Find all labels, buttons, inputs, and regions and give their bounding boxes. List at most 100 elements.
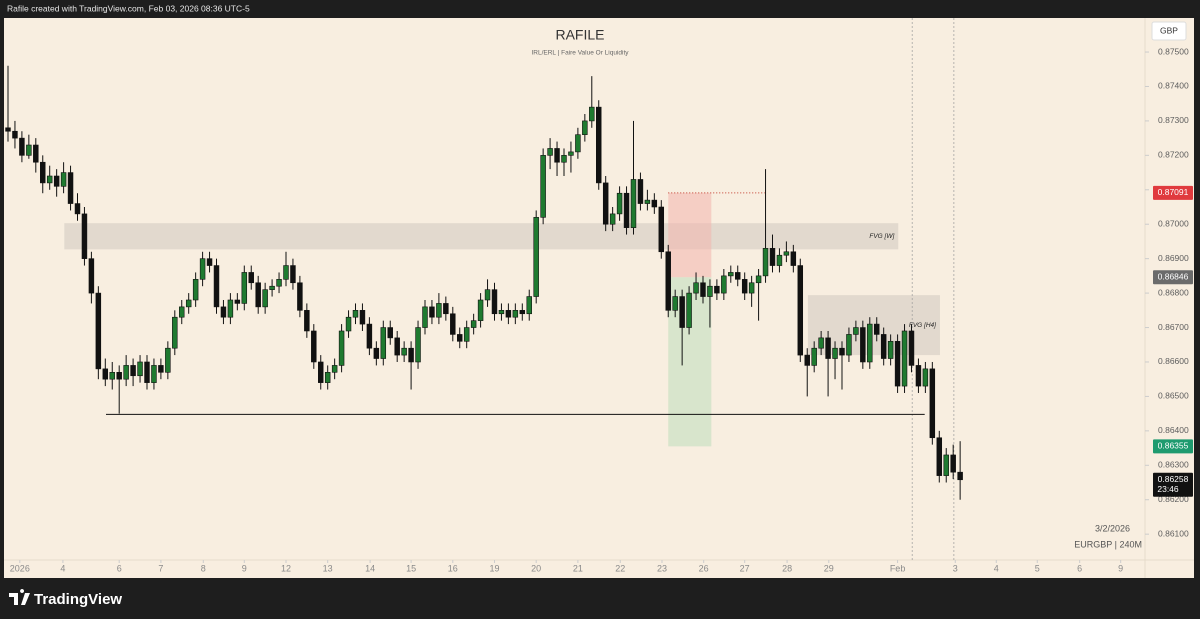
candle-body [533,217,539,297]
candle-body [248,272,254,284]
candle-body [352,310,359,318]
candle-body [373,347,380,359]
brand-logo [9,589,30,605]
x-tick-label: 12 [281,563,291,573]
candle-body [582,120,588,135]
candle-body [832,347,838,359]
candle-body [811,347,817,366]
candle-body [741,279,748,294]
candle-body [53,175,60,187]
candle-body [422,306,428,328]
y-tick-label: 0.86400 [1158,425,1189,435]
candle-body [88,258,95,294]
chart-title: RAFILE [555,27,604,43]
candle-body [762,248,769,277]
y-tick-label: 0.87500 [1158,46,1189,56]
candle-body [338,330,345,366]
candle-body [867,323,873,363]
candle-body [387,327,393,339]
x-tick-label: 4 [994,563,999,573]
candle-body [206,258,213,266]
candle-body [5,127,11,132]
x-tick-label: 16 [448,563,458,573]
candle-body [19,137,25,156]
target-price-label: 0.87091 [1158,187,1189,197]
x-tick-label: 19 [489,563,499,573]
candle-body [894,341,901,387]
last-price-box [1153,472,1193,497]
x-tick-label: 6 [117,563,122,573]
candle-body [589,106,595,122]
candle-body [880,334,887,359]
candle-body [380,327,387,359]
candle-body [415,327,421,363]
candle-body [874,323,880,335]
candle-body [707,285,713,297]
candle-body [394,337,400,356]
candle-body [457,334,463,342]
candle-body [137,361,143,377]
candle-body [199,258,206,280]
candle-body [33,144,39,163]
stop-price-label-box [1153,439,1193,454]
candle-body [95,292,102,370]
candle-body [130,365,136,377]
y-tick-label: 0.86300 [1158,460,1189,470]
candle-body [825,337,831,359]
candle-body [519,310,526,315]
candle-body [860,327,866,363]
fvg-label: FVG [W] [869,233,894,240]
fvg-zone [64,223,899,250]
candle-body [102,368,109,380]
candle-body [185,299,192,308]
candle-body [366,323,373,349]
candle-body [172,316,178,349]
candle-body [561,155,567,163]
candle-body [158,365,164,373]
candle-body [679,296,685,328]
header-text: Rafile created with TradingView.com, Feb… [7,3,250,13]
candle-body [436,303,442,318]
candle-body [547,148,553,156]
candle-body [297,282,303,311]
candle-body [81,213,88,259]
y-tick-label: 0.86500 [1158,391,1189,401]
y-tick-label: 0.86200 [1158,494,1189,504]
candle-body [241,272,248,304]
candle-body [804,354,810,366]
candle-body [721,275,727,294]
currency: GBP [1160,25,1178,35]
footer [0,578,1200,619]
candle-body [116,372,122,380]
x-tick-label: 20 [531,563,541,573]
candle-body [60,172,67,187]
x-tick-label: 15 [406,563,416,573]
candle-body [630,179,637,228]
x-tick-label: 8 [201,563,206,573]
candle-body [554,148,560,163]
candle-body [651,199,658,208]
candle-body [450,313,456,335]
x-tick-label: 23 [657,563,667,573]
y-tick-label: 0.87400 [1158,81,1189,91]
candle-body [526,296,532,315]
candle-body [255,282,261,308]
candle-body [609,213,616,225]
symbol-label: EURGBP | 240M [1074,539,1142,549]
x-tick-label: 21 [573,563,583,573]
candle-body [797,265,804,356]
candle-body [276,279,282,287]
candle-body [735,272,741,280]
candle-body [728,272,734,277]
position-risk [668,192,712,278]
candle-body [220,306,227,318]
candle-body [290,265,296,284]
candle-body [12,130,18,139]
candle-body [616,192,623,215]
target-price-label-box [1153,185,1193,200]
y-tick-label: 0.86700 [1158,322,1189,332]
candle-body [700,282,706,297]
candle-body [950,454,956,473]
